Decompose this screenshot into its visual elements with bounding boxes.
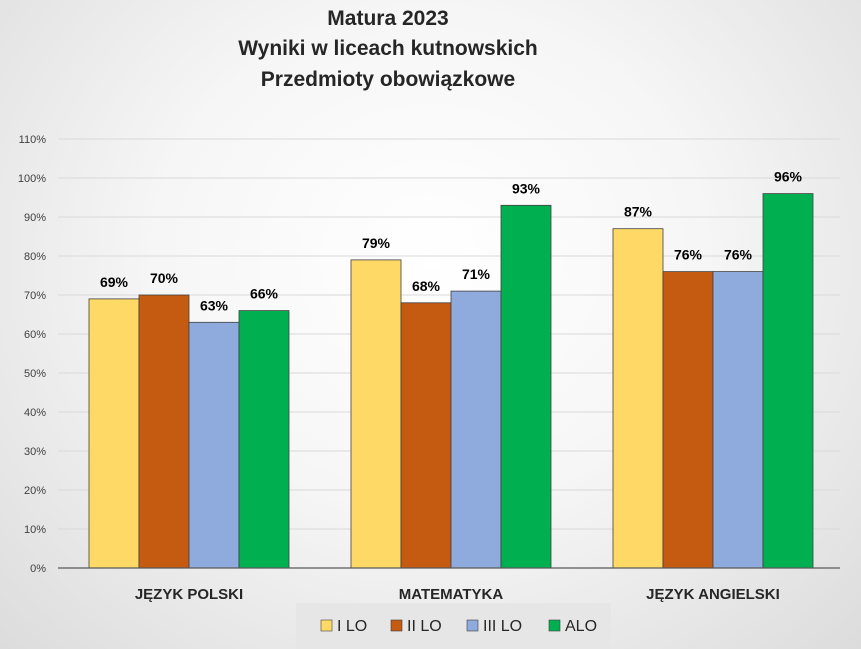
y-tick-label: 0%: [30, 563, 46, 575]
data-label: 68%: [412, 278, 441, 294]
data-label: 69%: [100, 274, 129, 290]
legend: I LO II LO III LO ALO: [296, 603, 611, 649]
legend-label: II LO: [407, 618, 442, 635]
bar: [450, 290, 502, 569]
y-tick-label: 110%: [19, 134, 47, 146]
data-label: 70%: [150, 270, 179, 286]
legend-swatch: [320, 619, 333, 632]
y-tick-label: 40%: [24, 407, 46, 419]
data-label: 96%: [774, 169, 803, 185]
bar: [88, 298, 140, 569]
y-tick-label: 10%: [24, 524, 46, 536]
bar: [500, 204, 552, 569]
bar: [662, 271, 714, 569]
chart-title-line-2: Wyniki w liceach kutnowskich: [238, 37, 538, 60]
y-tick-label: 80%: [24, 251, 46, 263]
legend-label: ALO: [565, 618, 597, 635]
data-label: 66%: [250, 286, 279, 302]
data-label: 76%: [674, 247, 703, 263]
bar: [138, 294, 190, 569]
bar: [188, 321, 240, 569]
y-tick-label: 60%: [24, 329, 46, 341]
y-tick-label: 20%: [24, 485, 46, 497]
x-category-label: MATEMATYKA: [399, 586, 504, 603]
legend-swatch: [390, 619, 403, 632]
bar: [712, 271, 764, 569]
chart-title-line-3: Przedmioty obowiązkowe: [261, 68, 515, 91]
bars: [88, 193, 814, 569]
data-label: 63%: [200, 297, 229, 313]
y-tick-label: 90%: [24, 212, 46, 224]
legend-swatch: [548, 619, 561, 632]
data-label: 79%: [362, 235, 391, 251]
data-label: 71%: [462, 266, 491, 282]
bar: [762, 193, 814, 569]
y-tick-label: 30%: [24, 446, 46, 458]
legend-swatch: [466, 619, 479, 632]
legend-label: III LO: [483, 618, 522, 635]
legend-label: I LO: [337, 618, 367, 635]
x-axis-categories: JĘZYK POLSKI MATEMATYKA JĘZYK ANGIELSKI: [135, 586, 780, 603]
chart-title: Matura 2023 Wyniki w liceach kutnowskich…: [238, 7, 538, 91]
y-axis-ticks: 0% 10% 20% 30% 40% 50% 60% 70% 80% 90% 100% 110%: [18, 134, 46, 575]
data-label: 76%: [724, 247, 753, 263]
x-category-label: JĘZYK POLSKI: [135, 586, 243, 603]
data-labels: 69% 70% 63% 66% 79% 68% 71% 93% 87% 76% 76% 96%: [100, 169, 803, 314]
bar: [400, 302, 452, 569]
y-tick-label: 50%: [24, 368, 46, 380]
chart-title-line-1: Matura 2023: [327, 7, 448, 30]
data-label: 87%: [624, 204, 653, 220]
bar: [612, 228, 664, 569]
y-tick-label: 70%: [24, 290, 46, 302]
bar: [238, 310, 290, 569]
bar: [350, 259, 402, 569]
data-label: 93%: [512, 180, 541, 196]
y-tick-label: 100%: [18, 173, 46, 185]
x-category-label: JĘZYK ANGIELSKI: [646, 586, 780, 603]
